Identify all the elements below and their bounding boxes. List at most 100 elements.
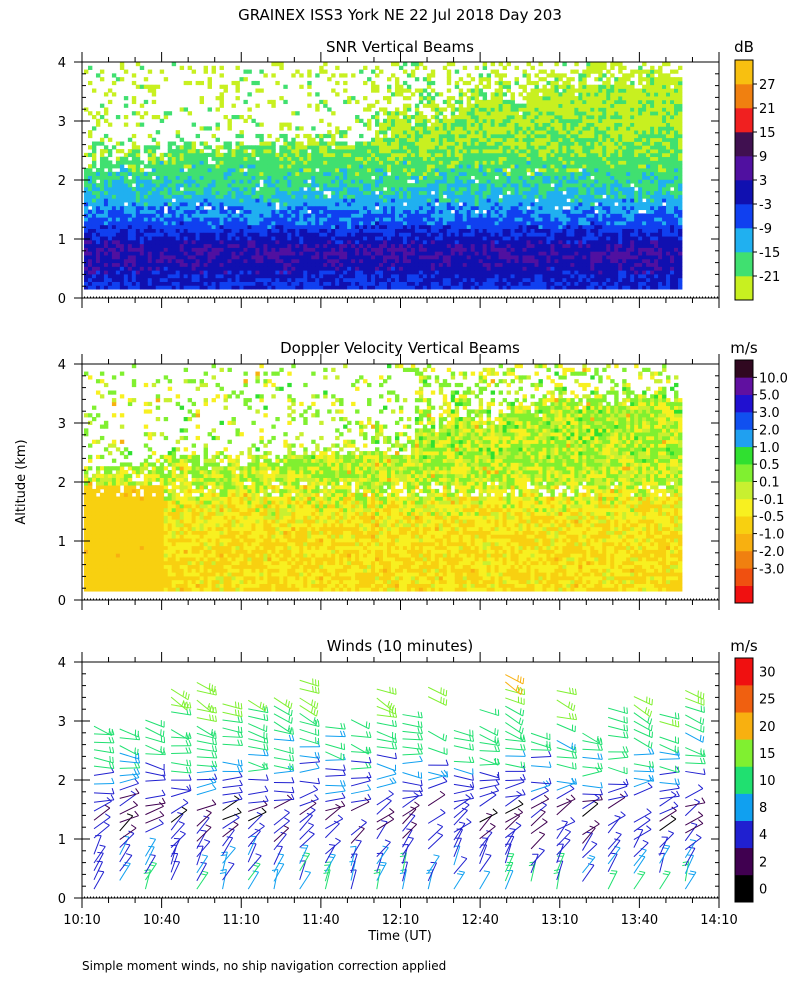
snr-cell <box>502 84 507 89</box>
snr-cell <box>279 243 284 248</box>
snr-cell <box>398 213 404 218</box>
snr-cell <box>355 183 360 188</box>
snr-cell <box>155 247 161 252</box>
snr-cell <box>390 156 396 161</box>
snr-cell <box>275 247 280 252</box>
snr-cell <box>311 239 316 245</box>
snr-cell <box>211 164 216 169</box>
snr-cell <box>351 194 356 199</box>
snr-cell <box>518 156 523 161</box>
snr-cell <box>307 73 312 78</box>
snr-cell <box>518 198 523 203</box>
snr-cell <box>203 164 208 169</box>
snr-cell <box>398 202 404 207</box>
snr-cell <box>394 141 400 146</box>
snr-cell <box>179 164 185 169</box>
snr-cell <box>315 247 320 252</box>
snr-cell <box>394 164 400 169</box>
snr-cell <box>367 168 372 173</box>
snr-cell <box>402 221 408 226</box>
snr-cell <box>287 149 292 154</box>
snr-cell <box>147 175 153 180</box>
snr-cell <box>335 239 340 245</box>
snr-cell <box>442 145 448 150</box>
snr-cell <box>187 255 193 260</box>
snr-cell <box>498 126 503 131</box>
snr-cell <box>84 183 89 188</box>
snr-cell <box>526 262 531 267</box>
snr-cell <box>87 175 93 180</box>
snr-cell <box>406 270 412 275</box>
snr-cell <box>514 103 519 108</box>
snr-cell <box>474 111 480 116</box>
snr-cell <box>446 228 452 233</box>
snr-cell <box>179 277 185 282</box>
snr-cell <box>215 107 220 112</box>
snr-cell <box>498 118 503 123</box>
snr-cell <box>159 277 165 282</box>
snr-cell <box>295 202 300 207</box>
snr-cell <box>482 103 488 108</box>
snr-cell <box>351 171 356 176</box>
snr-cell <box>522 194 527 199</box>
snr-cell <box>474 137 480 142</box>
snr-cell <box>311 186 316 192</box>
snr-cell <box>299 198 304 203</box>
snr-cell <box>482 115 488 120</box>
snr-cell <box>155 285 161 290</box>
snr-cell <box>390 194 396 199</box>
snr-cell <box>219 179 224 184</box>
snr-cell <box>438 130 444 135</box>
snr-cell <box>255 175 260 180</box>
snr-cell <box>426 205 432 211</box>
snr-cell <box>482 175 488 180</box>
snr-cell <box>355 247 360 252</box>
snr-cell <box>307 274 312 279</box>
snr-cell <box>506 149 511 154</box>
snr-cell <box>498 152 503 158</box>
snr-cell <box>414 213 420 218</box>
snr-cell <box>331 217 336 222</box>
snr-cell <box>486 186 492 192</box>
snr-cell <box>402 168 408 173</box>
snr-cell <box>458 156 464 161</box>
snr-cell <box>279 198 284 203</box>
snr-cell <box>335 202 340 207</box>
snr-cell <box>394 122 400 127</box>
snr-cell <box>319 194 324 199</box>
snr-cell <box>434 130 440 135</box>
snr-cell <box>255 149 260 154</box>
snr-cell <box>119 266 125 271</box>
snr-cell <box>379 205 384 211</box>
snr-cell <box>147 202 153 207</box>
snr-cell <box>107 243 113 248</box>
snr-cell <box>383 274 388 279</box>
snr-cell <box>315 156 320 161</box>
snr-cell <box>502 118 507 123</box>
snr-cell <box>434 133 440 139</box>
snr-cell <box>307 92 312 97</box>
snr-cell <box>474 168 480 173</box>
snr-cell <box>462 224 468 229</box>
snr-cell <box>151 270 157 275</box>
snr-cell <box>131 96 137 101</box>
snr-cell <box>323 277 328 282</box>
snr-cell <box>287 183 292 188</box>
snr-cell <box>379 213 384 218</box>
snr-cell <box>131 281 137 286</box>
snr-cell <box>183 107 189 112</box>
snr-cell <box>331 186 336 192</box>
snr-cell <box>434 149 440 154</box>
snr-cell <box>87 228 93 233</box>
snr-cell <box>498 277 503 282</box>
snr-cell <box>123 160 129 165</box>
snr-cell <box>506 209 511 214</box>
snr-cell <box>406 262 412 267</box>
snr-cell <box>187 266 193 271</box>
snr-cell <box>490 152 496 158</box>
snr-cell <box>115 247 121 252</box>
snr-cell <box>363 213 368 218</box>
snr-cell <box>259 217 264 222</box>
snr-cell <box>454 228 460 233</box>
snr-cell <box>91 285 97 290</box>
